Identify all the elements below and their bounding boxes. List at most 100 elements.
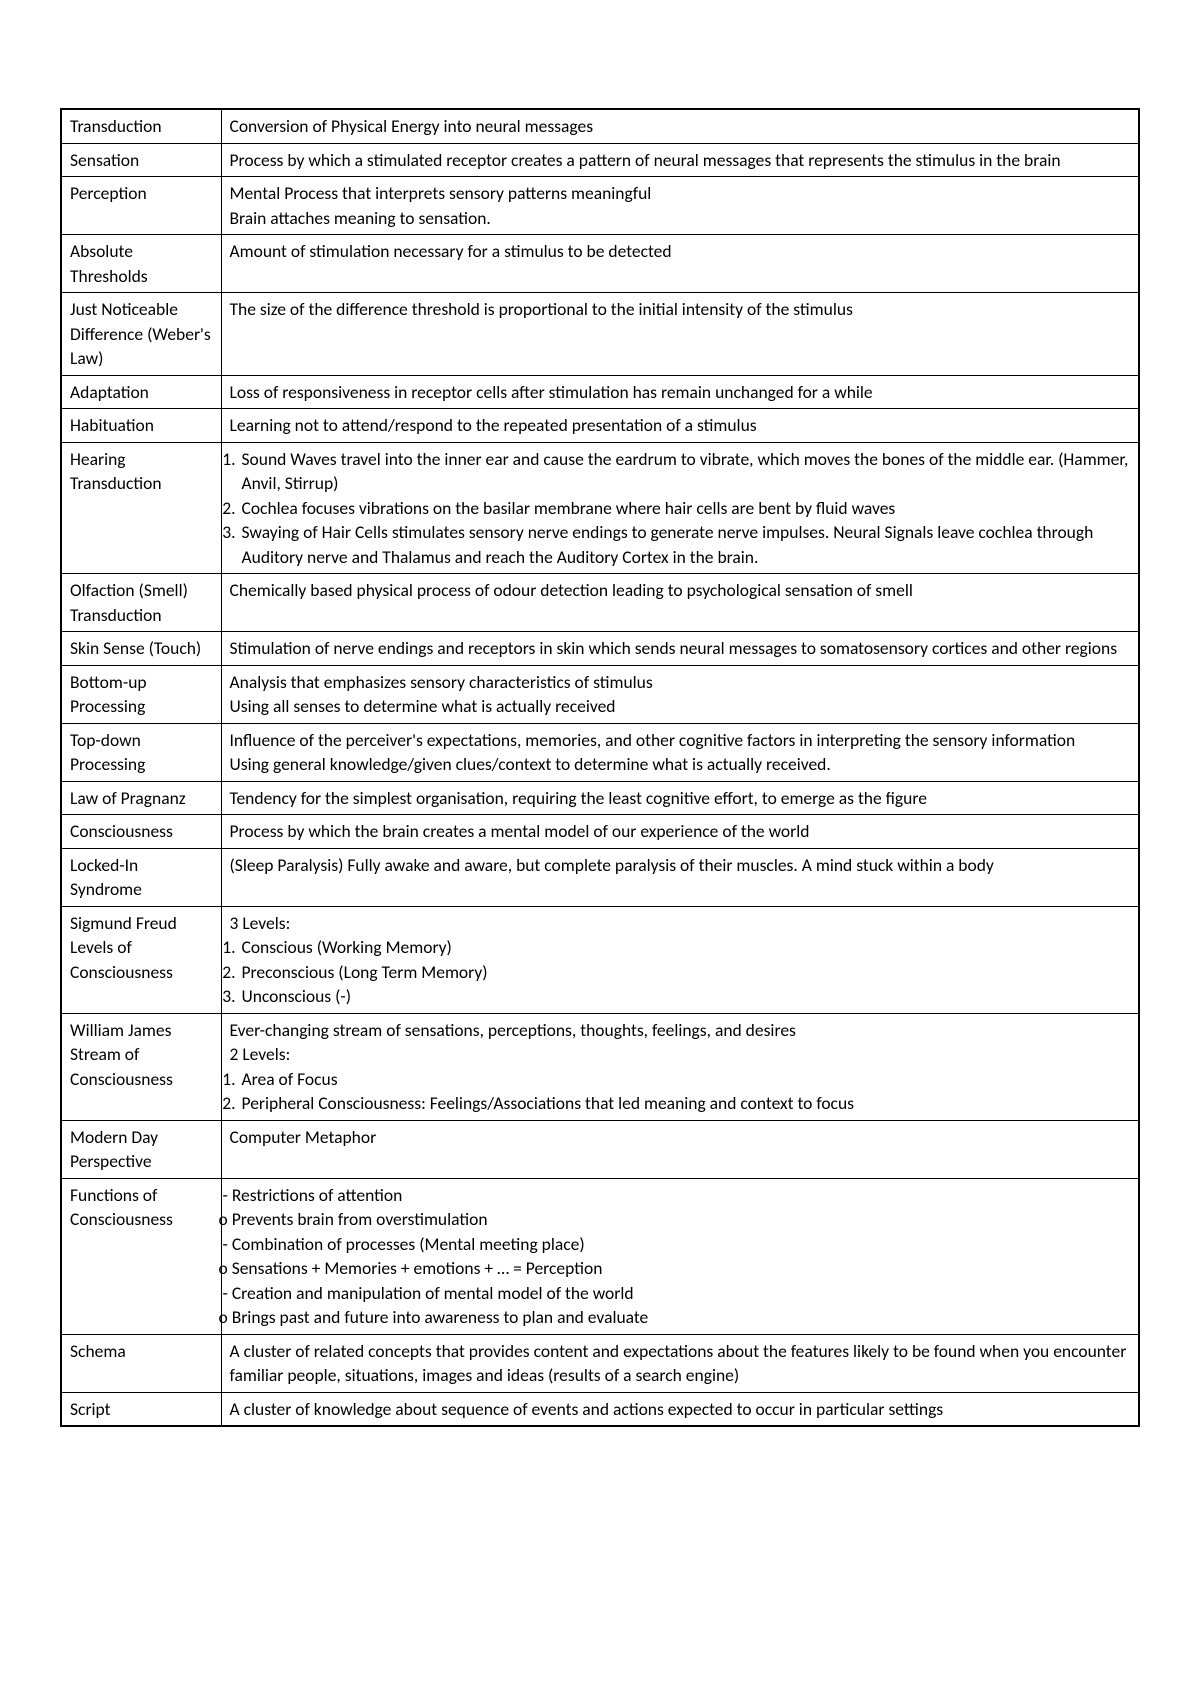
definition-cell: Tendency for the simplest organisation, …: [221, 781, 1139, 815]
term-cell: Functions of Consciousness: [61, 1178, 221, 1334]
table-row: Habituation Learning not to attend/respon…: [61, 409, 1139, 443]
definitions-tbody: Transduction Conversion of Physical Energ…: [61, 109, 1139, 1426]
list-item: Swaying of Hair Cells stimulates sensory…: [240, 520, 1131, 569]
definition-cell: Sound Waves travel into the inner ear an…: [221, 442, 1139, 574]
definition-cell: Ever-changing stream of sensations, perc…: [221, 1013, 1139, 1120]
term-cell: Absolute Thresholds: [61, 235, 221, 293]
definition-cell: A cluster of related concepts that provi…: [221, 1334, 1139, 1392]
definition-cell: Conversion of Physical Energy into neura…: [221, 109, 1139, 143]
definition-text: 3 Levels:: [230, 911, 1131, 936]
table-row: Transduction Conversion of Physical Energ…: [61, 109, 1139, 143]
definition-text: Chemically based physical process of odo…: [230, 578, 1131, 603]
definition-cell: Restrictions of attentionPrevents brain …: [221, 1178, 1139, 1334]
term-cell: Locked-In Syndrome: [61, 848, 221, 906]
definition-cell: Stimulation of nerve endings and recepto…: [221, 632, 1139, 666]
table-row: Absolute Thresholds Amount of stimulation…: [61, 235, 1139, 293]
definition-text: Influence of the perceiver's expectation…: [230, 728, 1131, 753]
definition-text: The size of the difference threshold is …: [230, 297, 1131, 322]
list-item: Sound Waves travel into the inner ear an…: [240, 447, 1131, 496]
definition-text: Stimulation of nerve endings and recepto…: [230, 636, 1131, 661]
term-cell: Adaptation: [61, 375, 221, 409]
definition-cell: Influence of the perceiver's expectation…: [221, 723, 1139, 781]
definition-text: Brain attaches meaning to sensation.: [230, 206, 1131, 231]
term-cell: Schema: [61, 1334, 221, 1392]
definition-text: Process by which the brain creates a men…: [230, 819, 1131, 844]
definition-cell: (Sleep Paralysis) Fully awake and aware,…: [221, 848, 1139, 906]
term-cell: Law of Pragnanz: [61, 781, 221, 815]
definition-cell: Process by which the brain creates a men…: [221, 815, 1139, 849]
list-item: Prevents brain from overstimulation: [220, 1207, 1131, 1232]
definition-cell: Amount of stimulation necessary for a st…: [221, 235, 1139, 293]
definition-cell: Chemically based physical process of odo…: [221, 574, 1139, 632]
definition-text: Ever-changing stream of sensations, perc…: [230, 1018, 1131, 1043]
table-row: William James Stream of ConsciousnessEve…: [61, 1013, 1139, 1120]
list-item: Restrictions of attention: [220, 1183, 1131, 1208]
definition-text: Analysis that emphasizes sensory charact…: [230, 670, 1131, 695]
list-item: Peripheral Consciousness: Feelings/Assoc…: [240, 1091, 1131, 1116]
definition-cell: Loss of responsiveness in receptor cells…: [221, 375, 1139, 409]
list-item: Brings past and future into awareness to…: [220, 1305, 1131, 1330]
list-item: Combination of processes (Mental meeting…: [220, 1232, 1131, 1257]
term-cell: Hearing Transduction: [61, 442, 221, 574]
definition-text: (Sleep Paralysis) Fully awake and aware,…: [230, 853, 1131, 878]
term-cell: Olfaction (Smell) Transduction: [61, 574, 221, 632]
definition-text: Using general knowledge/given clues/cont…: [230, 752, 1131, 777]
table-row: Hearing Transduction Sound Waves travel i…: [61, 442, 1139, 574]
term-cell: Habituation: [61, 409, 221, 443]
table-row: Adaptation Loss of responsiveness in rece…: [61, 375, 1139, 409]
definition-dash-list: Restrictions of attentionPrevents brain …: [220, 1183, 1131, 1330]
list-item: Conscious (Working Memory): [240, 935, 1131, 960]
table-row: PerceptionMental Process that interprets…: [61, 177, 1139, 235]
definition-text: A cluster of related concepts that provi…: [230, 1339, 1131, 1388]
table-row: Modern Day Perspective Computer Metaphor: [61, 1120, 1139, 1178]
term-cell: Bottom-up Processing: [61, 665, 221, 723]
list-item: Preconscious (Long Term Memory): [240, 960, 1131, 985]
definition-text: A cluster of knowledge about sequence of…: [230, 1397, 1131, 1422]
definition-text: Learning not to attend/respond to the re…: [230, 413, 1131, 438]
definition-text: Computer Metaphor: [230, 1125, 1131, 1150]
table-row: Skin Sense (Touch)Stimulation of nerve e…: [61, 632, 1139, 666]
definition-cell: Computer Metaphor: [221, 1120, 1139, 1178]
definition-cell: Analysis that emphasizes sensory charact…: [221, 665, 1139, 723]
table-row: Script A cluster of knowledge about seque…: [61, 1392, 1139, 1426]
term-cell: Top-down Processing: [61, 723, 221, 781]
term-cell: Modern Day Perspective: [61, 1120, 221, 1178]
term-cell: Sigmund Freud Levels of Consciousness: [61, 906, 221, 1013]
term-cell: Consciousness: [61, 815, 221, 849]
table-row: SchemaA cluster of related concepts that…: [61, 1334, 1139, 1392]
definition-cell: A cluster of knowledge about sequence of…: [221, 1392, 1139, 1426]
table-row: Olfaction (Smell) Transduction Chemically…: [61, 574, 1139, 632]
table-row: Top-down Processing Influence of the perc…: [61, 723, 1139, 781]
list-item: Sensations + Memories + emotions + … = P…: [220, 1256, 1131, 1281]
definition-text: Conversion of Physical Energy into neura…: [230, 114, 1131, 139]
table-row: Consciousness Process by which the brain …: [61, 815, 1139, 849]
definition-cell: The size of the difference threshold is …: [221, 293, 1139, 376]
term-cell: Just Noticeable Difference (Weber's Law): [61, 293, 221, 376]
definition-text: Amount of stimulation necessary for a st…: [230, 239, 1131, 264]
definition-text: Using all senses to determine what is ac…: [230, 694, 1131, 719]
table-row: Functions of ConsciousnessRestrictions o…: [61, 1178, 1139, 1334]
definition-text: Mental Process that interprets sensory p…: [230, 181, 1131, 206]
definition-text: Tendency for the simplest organisation, …: [230, 786, 1131, 811]
definition-ordered-list: Conscious (Working Memory)Preconscious (…: [222, 935, 1131, 1009]
list-item: Cochlea focuses vibrations on the basila…: [240, 496, 1131, 521]
table-row: Sigmund Freud Levels of Consciousness3 L…: [61, 906, 1139, 1013]
table-row: Bottom-up Processing Analysis that emphas…: [61, 665, 1139, 723]
definition-text: 2 Levels:: [230, 1042, 1131, 1067]
definition-cell: Process by which a stimulated receptor c…: [221, 143, 1139, 177]
table-row: Just Noticeable Difference (Weber's Law)…: [61, 293, 1139, 376]
table-row: Locked-In Syndrome (Sleep Paralysis) Full…: [61, 848, 1139, 906]
definition-cell: 3 Levels:Conscious (Working Memory)Preco…: [221, 906, 1139, 1013]
term-cell: Transduction: [61, 109, 221, 143]
definition-text: Loss of responsiveness in receptor cells…: [230, 380, 1131, 405]
definition-text: Process by which a stimulated receptor c…: [230, 148, 1131, 173]
definition-ordered-list: Area of FocusPeripheral Consciousness: F…: [222, 1067, 1131, 1116]
term-cell: Sensation: [61, 143, 221, 177]
list-item: Area of Focus: [240, 1067, 1131, 1092]
table-row: Law of Pragnanz Tendency for the simplest…: [61, 781, 1139, 815]
term-cell: Script: [61, 1392, 221, 1426]
definition-cell: Learning not to attend/respond to the re…: [221, 409, 1139, 443]
definition-ordered-list: Sound Waves travel into the inner ear an…: [222, 447, 1131, 570]
list-item: Creation and manipulation of mental mode…: [220, 1281, 1131, 1306]
definitions-table: Transduction Conversion of Physical Energ…: [60, 108, 1140, 1427]
